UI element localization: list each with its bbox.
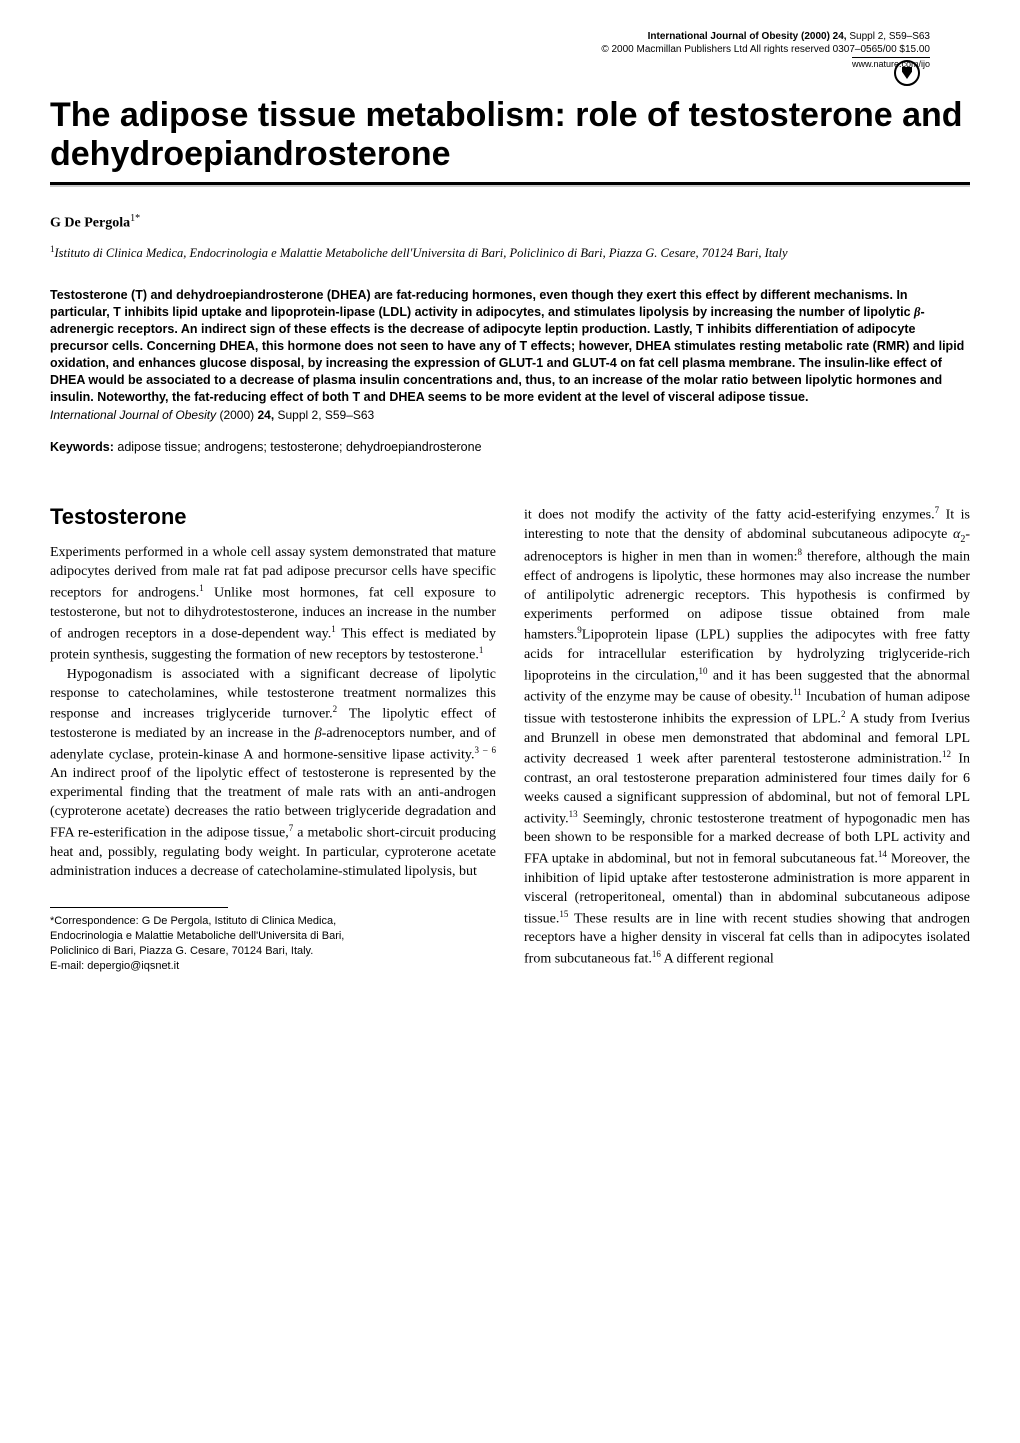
body-text-right: it does not modify the activity of the f… xyxy=(524,504,970,969)
citation-year: (2000) xyxy=(216,408,257,422)
corr-line-4: E-mail: depergio@iqsnet.it xyxy=(50,959,496,974)
corr-line-1: *Correspondence: G De Pergola, Istituto … xyxy=(50,914,496,929)
journal-header: International Journal of Obesity (2000) … xyxy=(50,30,930,71)
author-line: G De Pergola1* xyxy=(50,213,970,232)
abstract-text-2: -adrenergic receptors. An indirect sign … xyxy=(50,305,964,403)
author-affil-marker: 1* xyxy=(130,213,140,224)
journal-title-line: International Journal of Obesity (2000) … xyxy=(648,31,847,42)
corr-line-3: Policlinico di Bari, Piazza G. Cesare, 7… xyxy=(50,944,496,959)
abstract: Testosterone (T) and dehydroepiandroster… xyxy=(50,287,970,405)
citation-volume: 24, xyxy=(257,408,274,422)
journal-copyright: © 2000 Macmillan Publishers Ltd All righ… xyxy=(50,43,930,56)
citation-line: International Journal of Obesity (2000) … xyxy=(50,408,970,422)
correspondence-rule xyxy=(50,907,228,908)
keywords-label: Keywords: xyxy=(50,440,114,454)
publisher-logo-icon xyxy=(894,60,920,86)
affiliation-text: Istituto di Clinica Medica, Endocrinolog… xyxy=(55,246,788,260)
ref-11: 11 xyxy=(793,687,802,697)
correspondence: *Correspondence: G De Pergola, Istituto … xyxy=(50,914,496,973)
keywords: Keywords: adipose tissue; androgens; tes… xyxy=(50,440,970,454)
r-seg-a: it does not modify the activity of the f… xyxy=(524,508,935,523)
abstract-text-1: Testosterone (T) and dehydroepiandroster… xyxy=(50,288,914,319)
citation-journal: International Journal of Obesity xyxy=(50,408,216,422)
author-name: G De Pergola xyxy=(50,216,130,231)
title-underline xyxy=(50,182,970,185)
citation-pages: Suppl 2, S59–S63 xyxy=(274,408,374,422)
corr-line-2: Endocrinologia e Malattie Metaboliche de… xyxy=(50,929,496,944)
ref-12: 12 xyxy=(942,749,951,759)
body-text-left: Experiments performed in a whole cell as… xyxy=(50,544,496,881)
left-column: Testosterone Experiments performed in a … xyxy=(50,504,496,973)
ref-16: 16 xyxy=(652,949,661,959)
ref-1c: 1 xyxy=(479,645,484,655)
beta-symbol-body: β xyxy=(315,726,322,741)
affiliation: 1Istituto di Clinica Medica, Endocrinolo… xyxy=(50,244,970,261)
journal-issue: Suppl 2, S59–S63 xyxy=(847,31,930,42)
right-column: it does not modify the activity of the f… xyxy=(524,504,970,973)
article-title: The adipose tissue metabolism: role of t… xyxy=(50,96,970,174)
r-seg-m: A different regional xyxy=(661,952,774,967)
two-column-body: Testosterone Experiments performed in a … xyxy=(50,504,970,973)
ref-14: 14 xyxy=(878,849,887,859)
keywords-text: adipose tissue; androgens; testosterone;… xyxy=(114,440,482,454)
section-heading: Testosterone xyxy=(50,504,496,530)
ref-13: 13 xyxy=(569,809,578,819)
ref-3-6: 3 – 6 xyxy=(475,745,496,755)
